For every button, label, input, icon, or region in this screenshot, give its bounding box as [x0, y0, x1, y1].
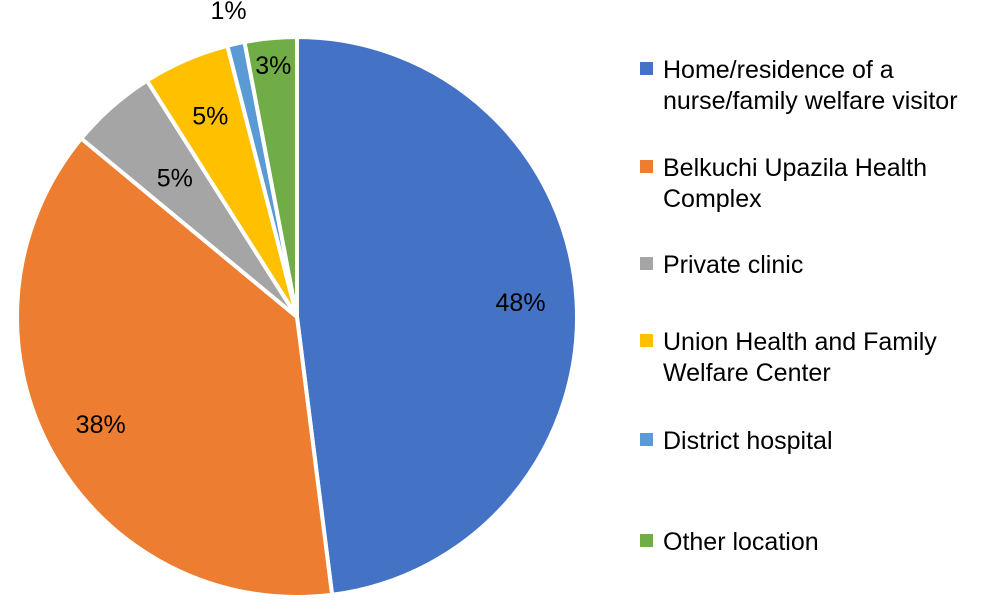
legend-swatch: [640, 257, 653, 270]
pie-slice: [15, 136, 335, 599]
legend-item-other-location: Other location: [640, 527, 819, 558]
legend-item-private-clinic: Private clinic: [640, 250, 803, 281]
legend-item-belkuchi: Belkuchi Upazila Health Complex: [640, 153, 927, 215]
legend-label: Union Health and Family Welfare Center: [663, 328, 937, 387]
legend-swatch: [640, 534, 653, 547]
pie-slices: [15, 35, 579, 599]
data-label: 5%: [192, 103, 228, 131]
data-label: 5%: [157, 164, 193, 192]
legend-label: Other location: [663, 528, 819, 556]
legend-label: Private clinic: [663, 251, 804, 279]
data-label: 38%: [76, 411, 126, 439]
legend-item-home: Home/residence of a nurse/family welfare…: [640, 55, 958, 117]
legend-swatch: [640, 334, 653, 347]
pie-slice: [242, 35, 299, 319]
pie-slice: [295, 35, 579, 597]
legend-item-union-health: Union Health and Family Welfare Center: [640, 327, 937, 389]
legend-label: Home/residence of a nurse/family welfare…: [663, 56, 958, 115]
legend-label: District hospital: [663, 427, 833, 455]
legend-swatch: [640, 160, 653, 173]
legend-swatch: [640, 433, 653, 446]
legend-label: Belkuchi Upazila Health Complex: [663, 154, 928, 213]
pie-chart: 48% 38% 5% 5% 1% 3%: [15, 0, 579, 599]
legend-item-district-hospital: District hospital: [640, 426, 833, 457]
data-label: 48%: [496, 289, 546, 317]
data-labels: 48% 38% 5% 5% 1% 3%: [76, 0, 546, 439]
data-label: 3%: [255, 52, 291, 80]
data-label: 1%: [211, 0, 247, 25]
legend-swatch: [640, 62, 653, 75]
